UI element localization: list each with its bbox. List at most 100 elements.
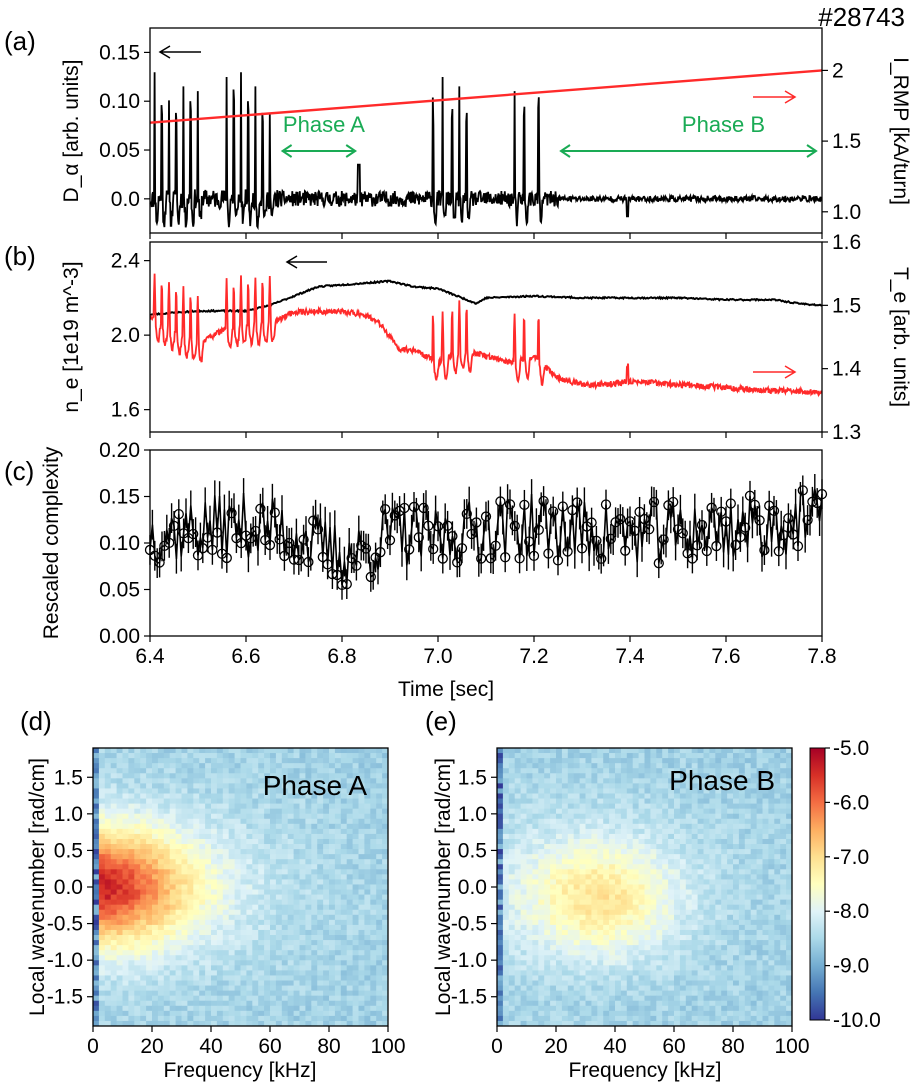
heatmap-cell	[352, 980, 359, 986]
heatmap-cell	[334, 884, 342, 890]
heatmap-cell	[358, 753, 365, 759]
heatmap-cell	[169, 748, 176, 754]
heatmap-cell	[246, 970, 253, 976]
heatmap-cell	[299, 940, 306, 946]
heatmap-cell	[216, 778, 224, 784]
heatmap-cell	[738, 869, 746, 875]
heatmap-cell	[104, 763, 112, 769]
heatmap-cell	[175, 990, 182, 997]
heatmap-cell	[774, 788, 781, 794]
heatmap-cell	[786, 803, 793, 810]
heatmap-cell	[240, 748, 247, 754]
heatmap-cell	[358, 813, 365, 820]
heatmap-cell	[175, 975, 182, 981]
heatmap-cell	[334, 783, 342, 789]
heatmap-cell	[122, 869, 129, 875]
heatmap-cell	[240, 808, 247, 815]
heatmap-cell	[205, 960, 212, 966]
heatmap-cell	[334, 1020, 342, 1027]
heatmap-cell	[650, 823, 657, 830]
heatmap-cell	[579, 778, 586, 784]
heatmap-cell	[104, 929, 112, 936]
heatmap-cell	[567, 879, 575, 885]
heatmap-cell	[317, 1010, 324, 1017]
heatmap-cell	[258, 935, 265, 941]
heatmap-cell	[603, 813, 610, 820]
heatmap-cell	[211, 879, 218, 885]
heatmap-cell	[573, 773, 580, 779]
heatmap-cell	[98, 980, 106, 986]
heatmap-cell	[382, 889, 389, 895]
heatmap-cell	[514, 859, 521, 865]
heatmap-cell	[258, 818, 265, 825]
heatmap-cell	[264, 914, 271, 921]
heatmap-cell	[538, 914, 545, 921]
heatmap-cell	[668, 879, 675, 885]
heatmap-cell	[317, 894, 324, 901]
heatmap-cell	[668, 904, 675, 911]
heatmap-cell	[98, 838, 106, 845]
heatmap-cell	[382, 874, 389, 880]
heatmap-cell	[228, 1005, 235, 1012]
heatmap-cell	[376, 753, 383, 759]
heatmap-cell	[140, 889, 147, 895]
heatmap-cell	[323, 894, 330, 901]
heatmap-cell	[287, 1005, 294, 1012]
heatmap-cell	[502, 859, 510, 865]
heatmap-cell	[526, 864, 533, 870]
heatmap-cell	[323, 773, 330, 779]
heatmap-cell	[674, 813, 681, 820]
heatmap-cell	[346, 924, 353, 931]
heatmap-cell	[780, 828, 787, 835]
heatmap-cell	[508, 758, 516, 764]
heatmap-cell	[211, 970, 218, 976]
heatmap-cell	[329, 955, 336, 961]
heatmap-cell	[738, 768, 746, 774]
heatmap-cell	[656, 849, 663, 855]
heatmap-cell	[532, 773, 539, 779]
heatmap-cell	[526, 909, 533, 916]
heatmap-cell	[163, 808, 171, 815]
heatmap-cell	[258, 970, 265, 976]
heatmap-cell	[632, 844, 639, 850]
heatmap-cell	[597, 758, 604, 764]
heatmap-cell	[264, 849, 271, 855]
heatmap-cell	[376, 980, 383, 986]
heatmap-cell	[234, 778, 241, 784]
heatmap-cell	[270, 945, 277, 951]
heatmap-cell	[222, 753, 230, 759]
data-point	[754, 515, 765, 526]
heatmap-cell	[644, 803, 651, 810]
heatmap-cell	[199, 798, 206, 804]
heatmap-cell	[691, 793, 698, 799]
heatmap-cell	[603, 798, 610, 804]
heatmap-cell	[382, 833, 389, 840]
heatmap-cell	[662, 818, 669, 825]
heatmap-cell	[169, 864, 176, 870]
heatmap-cell	[370, 985, 377, 992]
heatmap-cell	[567, 768, 575, 774]
heatmap-cell	[163, 778, 171, 784]
heatmap-cell	[644, 879, 651, 885]
heatmap-cell	[591, 763, 598, 769]
heatmap-cell	[370, 940, 377, 946]
heatmap-cell	[287, 975, 294, 981]
heatmap-cell	[134, 783, 141, 789]
heatmap-cell	[674, 889, 681, 895]
heatmap-cell	[140, 793, 147, 799]
heatmap-cell	[532, 864, 539, 870]
heatmap-cell	[287, 889, 294, 895]
heatmap-cell	[128, 909, 135, 916]
heatmap-cell	[632, 828, 639, 835]
heatmap-cell	[632, 823, 639, 830]
heatmap-cell	[352, 899, 359, 906]
heatmap-cell	[668, 758, 675, 764]
heatmap-cell	[317, 899, 324, 906]
heatmap-cell	[299, 874, 306, 880]
heatmap-cell	[780, 753, 787, 759]
heatmap-cell	[146, 995, 153, 1002]
heatmap-cell	[650, 864, 657, 870]
heatmap-cell	[697, 803, 704, 810]
heatmap-cell	[579, 758, 586, 764]
heatmap-cell	[579, 894, 586, 901]
